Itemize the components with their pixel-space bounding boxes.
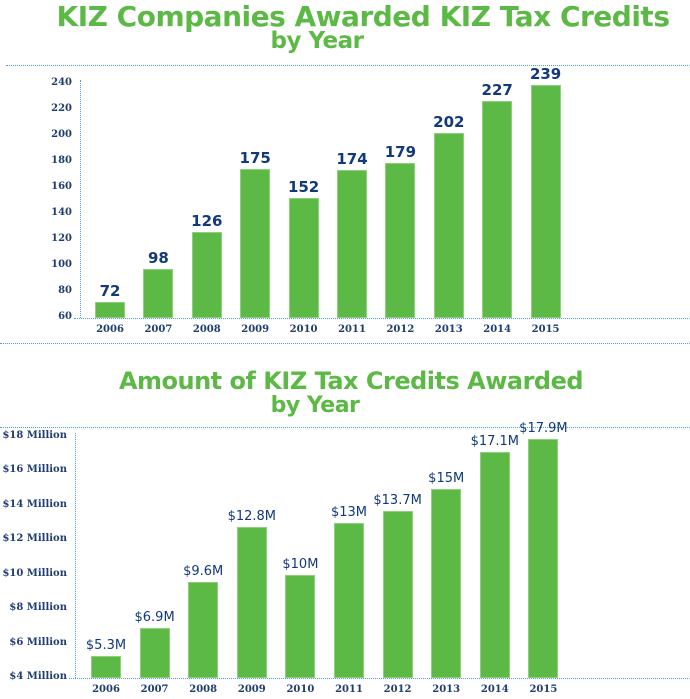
chart2-y-axis	[75, 433, 76, 678]
y-tick-label: $8 Million	[9, 602, 67, 614]
data-label: 227	[481, 80, 513, 99]
bar-2006	[95, 302, 125, 318]
x-tick-label: 2006	[96, 324, 124, 335]
x-tick-label: 2014	[480, 684, 509, 695]
x-tick-label: 2007	[140, 684, 169, 695]
chart1-title: KIZ Companies Awarded KIZ Tax Credits	[56, 0, 670, 33]
data-label: 202	[433, 113, 465, 132]
bar-2007	[139, 628, 170, 678]
chart1-top-divider	[6, 65, 690, 66]
x-tick-label: 2008	[192, 324, 221, 335]
bar-2013	[431, 488, 462, 678]
data-label: 239	[529, 65, 562, 84]
x-tick-label: 2010	[286, 684, 315, 695]
data-label: $10M	[282, 556, 319, 572]
y-tick-label: 180	[51, 155, 72, 166]
bar-2015	[528, 438, 559, 678]
chart1-subtitle: by Year	[270, 28, 364, 54]
y-tick-label: 240	[51, 77, 72, 88]
bar-2009	[236, 526, 267, 678]
y-tick-label: $10 Million	[2, 567, 67, 579]
data-label: 175	[239, 148, 271, 167]
bar-2015	[530, 85, 561, 318]
y-tick-label: $6 Million	[9, 636, 67, 648]
data-label: 98	[147, 248, 169, 267]
chart1-x-axis	[74, 318, 690, 319]
bar-2011	[337, 169, 367, 318]
y-tick-label: 220	[51, 103, 72, 114]
data-label: $15M	[428, 470, 465, 486]
y-tick-label: 200	[51, 129, 72, 140]
y-tick-label: $12 Million	[2, 533, 67, 545]
chart2-subtitle: by Year	[270, 393, 360, 418]
bar-2010	[288, 198, 319, 318]
bar-2011	[334, 523, 364, 678]
x-tick-label: 2009	[241, 324, 270, 335]
x-tick-label: 2015	[529, 684, 558, 695]
y-tick-label: 100	[51, 259, 72, 270]
chart1-bottom-divider	[0, 343, 690, 344]
data-label: 126	[191, 212, 223, 231]
bar-2009	[240, 168, 271, 318]
data-label: $5.3M	[85, 637, 127, 653]
x-tick-label: 2007	[144, 324, 173, 335]
chart1-y-axis	[80, 80, 81, 318]
x-tick-label: 2011	[338, 324, 366, 335]
y-tick-label: $16 Million	[2, 464, 67, 476]
x-tick-label: 2013	[432, 684, 461, 695]
bar-2014	[479, 452, 510, 678]
y-tick-label: 80	[58, 285, 72, 296]
bar-2007	[143, 268, 174, 318]
y-tick-label: $4 Million	[9, 671, 67, 682]
data-label: 174	[336, 149, 368, 168]
x-tick-label: 2006	[92, 684, 120, 695]
x-tick-label: 2010	[289, 324, 318, 335]
y-tick-label: $14 Million	[2, 498, 67, 510]
bar-2008	[191, 232, 222, 318]
bar-2014	[482, 100, 513, 318]
data-label: $6.9M	[134, 610, 175, 626]
chart2-x-axis	[69, 678, 690, 679]
y-tick-label: 120	[51, 233, 72, 244]
data-label: $9.6M	[183, 563, 224, 579]
bar-2010	[285, 574, 316, 678]
bar-2012	[385, 163, 416, 318]
x-tick-label: 2015	[531, 324, 560, 335]
x-tick-label: 2012	[383, 684, 412, 695]
data-label: $13M	[330, 505, 368, 521]
x-tick-label: 2012	[386, 324, 415, 335]
chart2-top-divider	[0, 427, 690, 428]
chart2-title: Amount of KIZ Tax Credits Awarded	[118, 367, 584, 395]
data-label: 179	[384, 143, 417, 162]
data-label: 152	[287, 178, 320, 197]
x-tick-label: 2009	[237, 684, 266, 695]
y-tick-label: 160	[51, 181, 72, 192]
x-tick-label: 2013	[434, 324, 463, 335]
x-tick-label: 2008	[189, 684, 218, 695]
data-label: $17.9M	[519, 420, 568, 436]
data-label: $13.7M	[373, 493, 422, 509]
data-label: $17.1M	[470, 434, 520, 450]
data-label: $12.8M	[227, 508, 277, 524]
bar-2006	[91, 655, 121, 678]
x-tick-label: 2011	[335, 684, 363, 695]
bar-2012	[382, 511, 413, 678]
x-tick-label: 2014	[483, 324, 512, 335]
y-tick-label: 60	[58, 311, 72, 322]
y-tick-label: 140	[51, 207, 72, 218]
bar-2013	[433, 133, 464, 318]
bar-2008	[188, 581, 219, 678]
y-tick-label: $18 Million	[2, 430, 67, 441]
data-label: 72	[99, 282, 121, 301]
